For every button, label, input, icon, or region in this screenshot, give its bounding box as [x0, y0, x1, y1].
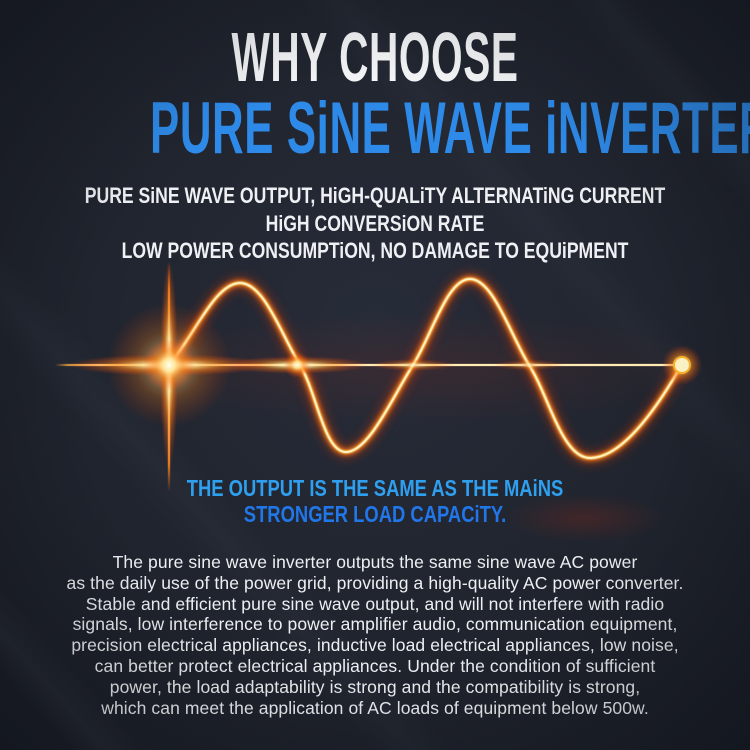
description-line: signals, low interference to power ampli…	[72, 614, 678, 635]
wave-caption: THE OUTPUT IS THE SAME AS THE MAiNS STRO…	[75, 475, 675, 527]
description-line: The pure sine wave inverter outputs the …	[112, 552, 638, 572]
axis-mid-flare	[225, 352, 369, 378]
main-title: WHY CHOOSE	[231, 18, 519, 96]
feature-line: PURE SiNE WAVE OUTPUT, HiGH-QUALiTY ALTE…	[84, 183, 666, 208]
description-line: precision electrical appliances, inducti…	[71, 635, 679, 656]
axis-crossing-flare	[493, 359, 565, 371]
description-line: as the daily use of the power grid, prov…	[66, 572, 684, 593]
feature-line: HiGH CONVERSiON RATE	[265, 210, 485, 236]
description-line: Stable and efficient pure sine wave outp…	[85, 593, 665, 614]
feature-list: PURE SiNE WAVE OUTPUT, HiGH-QUALiTY ALTE…	[75, 182, 675, 265]
wave-endpoint-dot	[662, 345, 702, 385]
axis-crossing-flare	[371, 359, 455, 371]
wave-caption-line1: THE OUTPUT IS THE SAME AS THE MAiNS	[186, 475, 564, 501]
description-line: power, the load adaptability is strong a…	[109, 676, 641, 697]
wave-haze-bottom	[505, 494, 665, 542]
axis-origin-flare	[69, 260, 269, 470]
description-line: which can meet the application of AC loa…	[101, 697, 649, 718]
description-paragraph: The pure sine wave inverter outputs the …	[0, 552, 750, 718]
description-line: can better protect electrical appliances…	[94, 655, 656, 676]
wave-caption-line2: STRONGER LOAD CAPACiTY.	[243, 501, 507, 527]
feature-line: LOW POWER CONSUMPTiON, NO DAMAGE TO EQUi…	[121, 238, 629, 263]
